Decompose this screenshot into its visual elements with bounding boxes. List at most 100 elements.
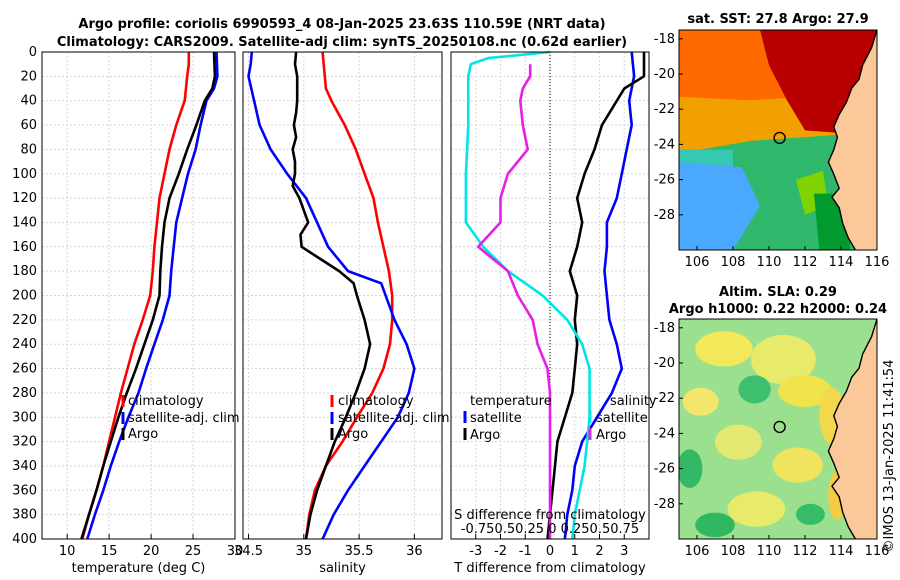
land-mass — [828, 319, 877, 539]
x-tick-label: 20 — [143, 544, 160, 559]
y-tick-label: 280 — [12, 386, 37, 401]
x-tick-label: 25 — [185, 544, 202, 559]
series-satellite-adj-clim — [247, 51, 416, 540]
sla-anomaly-blob — [778, 375, 832, 407]
x-tick-label: 0 — [546, 544, 554, 559]
map-frame — [678, 318, 878, 540]
y-tick-label: -20 — [654, 356, 675, 371]
y-tick-label: 380 — [12, 508, 37, 523]
x-tick-label: 34.5 — [234, 544, 263, 559]
land-mass — [828, 30, 877, 250]
sst-cold-zone — [679, 162, 760, 250]
x-tick-label: 36 — [406, 544, 423, 559]
map-field — [679, 30, 877, 250]
x-tick-label: 35.5 — [345, 544, 374, 559]
y-tick-label: 20 — [20, 69, 37, 84]
y-tick-label: 220 — [12, 313, 37, 328]
series-argo — [291, 51, 372, 540]
x-tick-label: 2 — [595, 544, 603, 559]
coastline — [827, 319, 877, 539]
y-tick-label: -26 — [654, 173, 675, 188]
plot-frame — [41, 51, 236, 540]
legend-label: Argo — [128, 427, 158, 442]
x-tick-label: 108 — [721, 544, 746, 559]
y-tick-label: -18 — [654, 32, 675, 47]
y-tick-label: 180 — [12, 264, 37, 279]
y-tick-label: -26 — [654, 462, 675, 477]
sla-anomaly-blob — [695, 331, 753, 367]
x-tick-label: 1 — [571, 544, 579, 559]
legend-label: satellite — [596, 411, 648, 426]
sla-anomaly-blob — [715, 424, 762, 460]
figure-title-line1: Argo profile: coriolis 6990593_4 08-Jan-… — [78, 17, 605, 32]
legend-label: satellite — [470, 411, 522, 426]
panel-temperature: 10 15 20 25 30020406080100120140160180200220… — [12, 45, 243, 576]
legend-label: Argo — [338, 427, 368, 442]
panel-salinity: 34.5 35 35.5 36 salinity climatology satellite… — [234, 51, 450, 576]
y-tick-label: 160 — [12, 240, 37, 255]
y-tick-label: -28 — [654, 497, 675, 512]
series-t-argo — [546, 52, 646, 540]
x-tick-label: -3 — [469, 544, 482, 559]
y-tick-label: -22 — [654, 391, 675, 406]
x-axis-label: salinity — [319, 561, 366, 576]
legend-label: climatology — [128, 394, 204, 409]
legend-header-temperature: temperature — [470, 394, 552, 409]
x-axis-label: T difference from climatology — [453, 561, 646, 576]
y-tick-label: 200 — [12, 289, 37, 304]
legend-label: Argo — [596, 428, 626, 443]
x-tick-label: 108 — [721, 255, 746, 270]
map-field — [679, 319, 877, 539]
legend-label: satellite-adj. clim — [338, 411, 450, 426]
x-tick-label: 106 — [685, 255, 710, 270]
y-tick-label: 0 — [29, 45, 37, 60]
figure-title-line2: Climatology: CARS2009. Satellite-adj cli… — [57, 35, 627, 50]
legend-label: climatology — [338, 394, 414, 409]
legend-label: Argo — [470, 428, 500, 443]
panel-sst-map: 106 108 110 112 114 116 -18 -20 -22 -24 -26 -28 — [654, 29, 889, 270]
sla-anomaly-blob — [796, 503, 825, 525]
argo-location-marker — [773, 420, 786, 434]
y-tick-label: -24 — [654, 137, 675, 152]
x-tick-label: 30 — [227, 544, 244, 559]
y-tick-label: -28 — [654, 208, 675, 223]
coastline — [827, 30, 877, 250]
top-axis-ticks: -0.750.50.25 0 0.250.50.75 — [461, 522, 639, 537]
x-tick-label: 112 — [793, 544, 818, 559]
x-tick-label: 10 — [59, 544, 76, 559]
y-tick-label: 120 — [12, 191, 37, 206]
x-axis-label: temperature (deg C) — [72, 561, 206, 576]
plot-frame — [242, 51, 443, 540]
plot-frame — [450, 51, 650, 540]
y-tick-label: 60 — [20, 118, 37, 133]
legend-header-salinity: salinity — [610, 394, 657, 409]
sla-anomaly-blob — [727, 491, 786, 527]
y-tick-label: 360 — [12, 483, 37, 498]
series-climatology — [304, 51, 394, 540]
y-tick-label: 400 — [12, 532, 37, 547]
y-tick-label: 240 — [12, 337, 37, 352]
sla-anomaly-blob — [751, 334, 816, 385]
y-tick-label: 40 — [20, 94, 37, 109]
panel-sla-map: 106 108 110 112 114 116 -18 -20 -22 -24 -26 -28 — [654, 318, 890, 559]
y-tick-label: -24 — [654, 426, 675, 441]
x-tick-label: 116 — [865, 544, 890, 559]
x-tick-label: 15 — [101, 544, 118, 559]
y-tick-label: 140 — [12, 215, 37, 230]
sla-anomaly-blob — [772, 447, 823, 483]
x-tick-label: 114 — [829, 544, 854, 559]
y-tick-label: 300 — [12, 410, 37, 425]
x-tick-label: 3 — [620, 544, 628, 559]
sla-map-subtitle: Argo h1000: 0.22 h2000: 0.24 — [669, 302, 887, 317]
footer-stamp: ©IMOS 13-Jan-2025 11:41:54 — [882, 360, 897, 553]
top-axis-label: S difference from climatology — [454, 508, 646, 523]
x-tick-label: -2 — [494, 544, 507, 559]
sst-map-title: sat. SST: 27.8 Argo: 27.9 — [687, 12, 868, 27]
profile-panels: 10 15 20 25 30020406080100120140160180200220… — [12, 45, 657, 576]
x-tick-label: 110 — [757, 544, 782, 559]
y-tick-label: 340 — [12, 459, 37, 474]
panel-difference: -3 -2 -1 0 1 2 3 T difference from climatology t… — [450, 50, 657, 576]
sla-anomaly-blob — [738, 375, 771, 404]
